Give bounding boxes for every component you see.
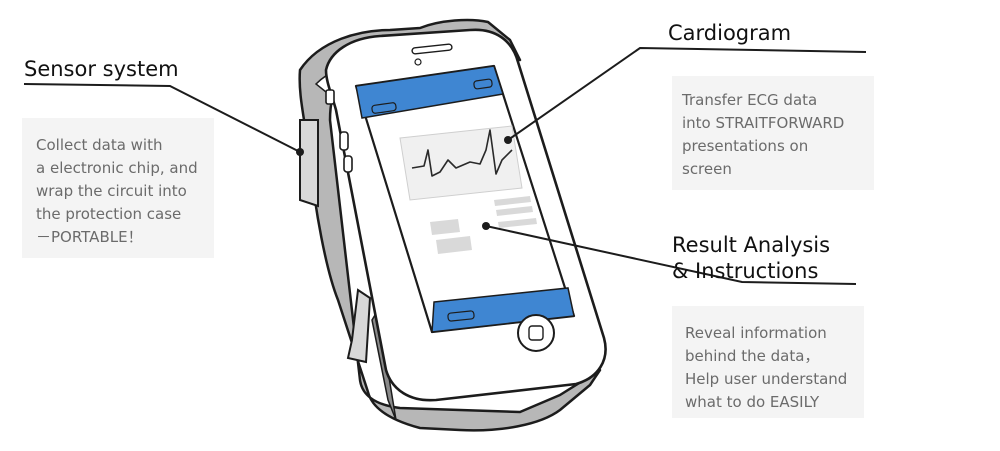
note-line: Reveal information: [685, 324, 827, 342]
note-line: Help user understand: [685, 370, 848, 388]
title-line: & Instructions: [672, 259, 819, 283]
phone-body: [324, 28, 607, 402]
title-line: Result Analysis: [672, 233, 831, 257]
note-line: presentations on: [682, 137, 809, 155]
note-line: Transfer ECG data: [682, 91, 818, 109]
note-line: what to do EASILY: [685, 393, 820, 411]
ecg-waveform-icon: [411, 129, 513, 177]
note-line: －PORTABLE！: [36, 228, 143, 246]
note-line: wrap the circuit into: [36, 182, 187, 200]
sensor-leader-line: [23, 83, 301, 153]
cardiogram-note: Transfer ECG data into STRAITFORWARD pre…: [672, 76, 874, 190]
result-analysis-note: Reveal information behind the data， Help…: [672, 306, 864, 418]
note-line: screen: [682, 160, 732, 178]
cardiogram-title: Cardiogram: [668, 21, 792, 45]
note-line: behind the data，: [685, 347, 820, 365]
sensor-system-title: Sensor system: [24, 57, 179, 81]
note-line: into STRAITFORWARD: [682, 114, 845, 132]
result-analysis-title: Result Analysis & Instructions: [672, 232, 830, 284]
camera-icon: [414, 58, 422, 66]
speaker-icon: [411, 43, 453, 55]
note-line: a electronic chip, and: [36, 159, 198, 177]
home-button-icon: [517, 314, 555, 352]
result-leader-line: [485, 225, 857, 285]
sensor-system-note: Collect data with a electronic chip, and…: [22, 118, 214, 258]
note-line: the protection case: [36, 205, 182, 223]
leader-lines: [23, 46, 867, 285]
note-line: Collect data with: [36, 136, 163, 154]
cardiogram-leader-line: [507, 46, 867, 141]
